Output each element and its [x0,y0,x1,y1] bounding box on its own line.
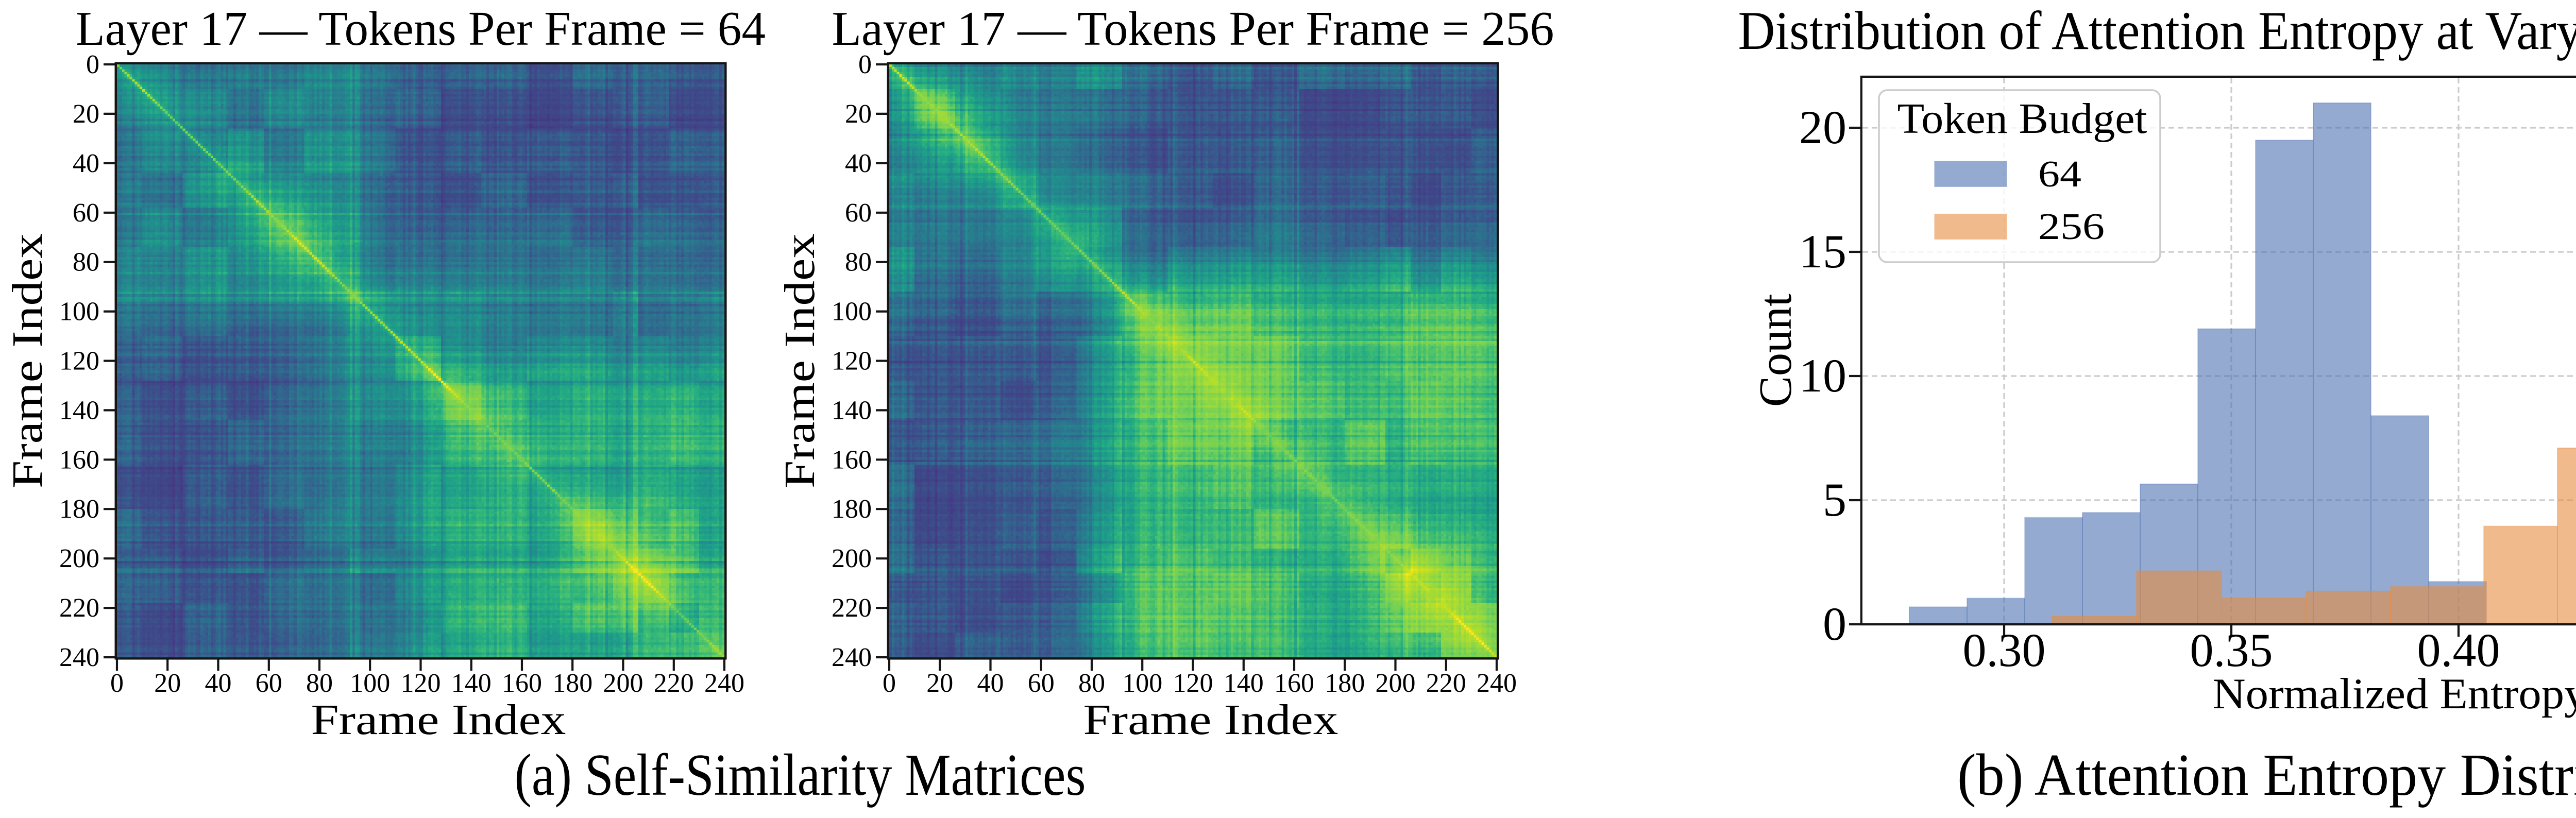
svg-text:160: 160 [59,445,99,474]
svg-text:200: 200 [832,544,872,573]
svg-text:180: 180 [59,495,99,524]
svg-text:20: 20 [73,99,99,129]
svg-text:20: 20 [926,669,953,698]
svg-text:100: 100 [59,297,99,327]
svg-text:120: 120 [59,347,99,376]
svg-text:240: 240 [704,669,744,698]
svg-text:Count: Count [1750,294,1801,407]
svg-text:0.40: 0.40 [2417,624,2500,676]
svg-text:20: 20 [1799,101,1846,154]
svg-text:256: 256 [2038,206,2105,247]
svg-text:0: 0 [86,50,99,79]
svg-text:10: 10 [1799,349,1846,402]
svg-text:60: 60 [845,198,872,228]
svg-text:220: 220 [1426,669,1466,698]
svg-text:80: 80 [306,669,333,698]
svg-text:40: 40 [73,149,99,178]
svg-text:0: 0 [883,669,896,698]
svg-text:0: 0 [858,50,872,79]
svg-text:20: 20 [154,669,181,698]
svg-text:20: 20 [845,99,872,129]
svg-text:Token Budget: Token Budget [1897,95,2147,143]
svg-text:40: 40 [977,669,1004,698]
svg-text:80: 80 [73,248,99,277]
svg-text:140: 140 [832,396,872,425]
svg-text:160: 160 [832,445,872,474]
svg-text:100: 100 [350,669,390,698]
svg-text:120: 120 [401,669,441,698]
svg-text:120: 120 [1173,669,1213,698]
svg-text:0.30: 0.30 [1963,624,2046,676]
svg-text:180: 180 [832,495,872,524]
svg-text:Layer 17 — Tokens Per Frame =: Layer 17 — Tokens Per Frame = 64 [76,2,766,56]
svg-text:120: 120 [832,347,872,376]
svg-text:220: 220 [654,669,694,698]
svg-text:0: 0 [1823,598,1846,650]
svg-text:200: 200 [59,544,99,573]
svg-text:Frame Index: Frame Index [776,233,824,488]
svg-text:240: 240 [1477,669,1517,698]
svg-text:Distribution of Attention Entr: Distribution of Attention Entropy at Var… [1738,1,2576,61]
svg-text:15: 15 [1799,225,1846,278]
svg-text:80: 80 [1078,669,1105,698]
svg-text:220: 220 [59,593,99,623]
svg-text:180: 180 [552,669,592,698]
svg-text:140: 140 [59,396,99,425]
svg-text:40: 40 [845,149,872,178]
svg-text:160: 160 [1274,669,1314,698]
svg-text:200: 200 [603,669,643,698]
svg-text:200: 200 [1376,669,1416,698]
svg-text:60: 60 [256,669,282,698]
svg-text:80: 80 [845,248,872,277]
svg-text:Frame Index: Frame Index [4,233,52,488]
svg-text:140: 140 [451,669,492,698]
svg-text:Frame Index: Frame Index [1083,696,1338,744]
svg-text:Normalized Entropy: Normalized Entropy [2213,670,2576,718]
svg-text:40: 40 [205,669,232,698]
svg-text:220: 220 [832,593,872,623]
svg-text:(a) Self-Similarity Matrices: (a) Self-Similarity Matrices [515,742,1086,808]
svg-text:240: 240 [59,643,99,672]
svg-text:100: 100 [1122,669,1162,698]
svg-text:60: 60 [1028,669,1055,698]
svg-text:180: 180 [1325,669,1365,698]
svg-text:60: 60 [73,198,99,228]
svg-text:0: 0 [110,669,124,698]
svg-text:5: 5 [1823,473,1846,526]
svg-text:Frame Index: Frame Index [311,696,566,744]
svg-text:140: 140 [1224,669,1264,698]
svg-text:Layer 17 — Tokens Per Frame =: Layer 17 — Tokens Per Frame = 256 [832,2,1554,56]
svg-text:64: 64 [2038,153,2081,195]
svg-text:100: 100 [832,297,872,327]
svg-text:0.35: 0.35 [2190,624,2273,676]
svg-text:(b) Attention Entropy Distribu: (b) Attention Entropy Distribution [1957,742,2576,808]
svg-text:240: 240 [832,643,872,672]
svg-text:160: 160 [502,669,542,698]
